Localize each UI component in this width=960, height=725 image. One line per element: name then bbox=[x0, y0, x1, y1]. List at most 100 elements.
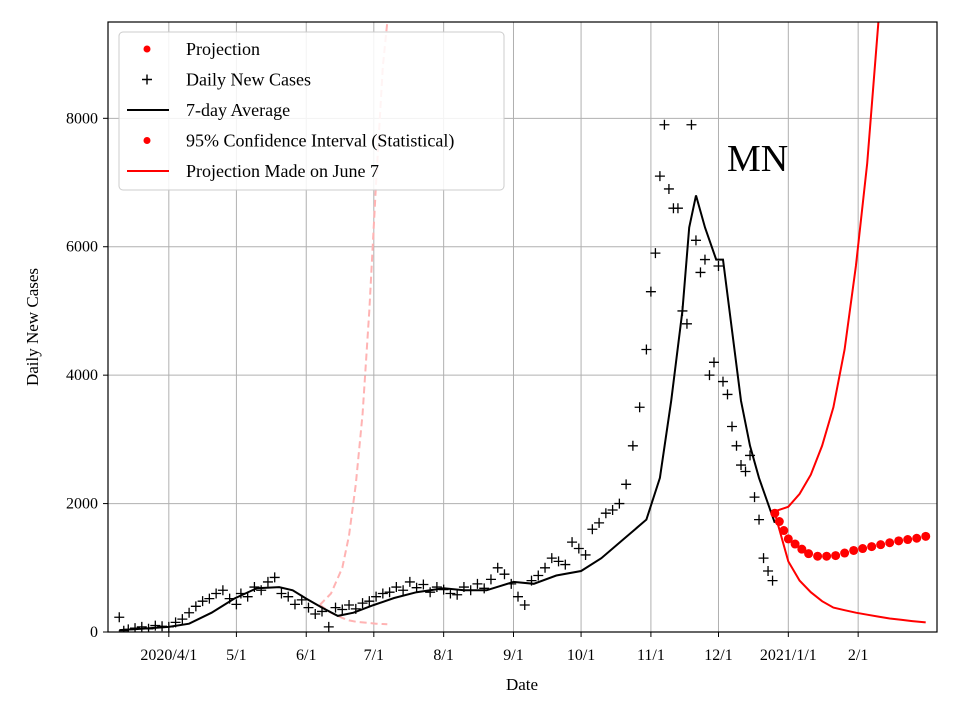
y-tick-label: 2000 bbox=[66, 496, 98, 513]
daily-case-marker bbox=[114, 612, 125, 623]
daily-case-marker bbox=[371, 591, 382, 602]
projection-dot bbox=[840, 548, 850, 558]
daily-case-marker bbox=[479, 583, 490, 594]
x-tick-label: 10/1 bbox=[567, 647, 595, 664]
y-tick-label: 0 bbox=[90, 624, 98, 641]
daily-case-marker bbox=[404, 576, 415, 587]
daily-case-marker bbox=[217, 585, 228, 596]
daily-case-marker bbox=[627, 440, 638, 451]
daily-case-marker bbox=[594, 517, 605, 528]
daily-case-marker bbox=[533, 570, 544, 581]
legend-label: Daily New Cases bbox=[186, 70, 311, 90]
ci-upper-line bbox=[774, 22, 880, 513]
daily-case-marker bbox=[713, 261, 724, 271]
daily-case-marker bbox=[136, 621, 147, 632]
y-axis-label: Daily New Cases bbox=[23, 268, 42, 386]
daily-case-marker bbox=[276, 588, 287, 599]
daily-case-marker bbox=[690, 235, 701, 246]
daily-case-marker bbox=[740, 466, 751, 477]
daily-case-marker bbox=[754, 514, 765, 525]
daily-case-marker bbox=[763, 566, 774, 576]
projection-dot bbox=[797, 544, 807, 554]
projection-dot bbox=[770, 508, 780, 518]
x-tick-label: 5/1 bbox=[226, 647, 246, 664]
y-tick-label: 6000 bbox=[66, 239, 98, 256]
daily-case-marker bbox=[418, 579, 429, 590]
legend-marker-plus bbox=[142, 74, 152, 85]
projection-dot bbox=[804, 549, 814, 559]
daily-case-marker bbox=[289, 599, 300, 610]
projection-dot bbox=[849, 545, 859, 555]
x-tick-label: 2021/1/1 bbox=[760, 647, 817, 664]
x-axis-label: Date bbox=[506, 675, 538, 694]
projection-dot bbox=[790, 539, 800, 549]
projection-dot bbox=[903, 535, 913, 545]
daily-case-marker bbox=[445, 588, 456, 599]
daily-case-marker bbox=[425, 587, 436, 598]
daily-case-marker bbox=[767, 575, 778, 586]
daily-case-marker bbox=[391, 582, 402, 593]
state-label: MN bbox=[727, 138, 788, 180]
daily-case-marker bbox=[681, 318, 692, 329]
daily-case-marker bbox=[663, 183, 674, 194]
daily-case-marker bbox=[553, 556, 564, 567]
daily-case-marker bbox=[659, 119, 670, 130]
ci-lower-line bbox=[773, 512, 926, 624]
projection-dot bbox=[831, 551, 841, 561]
daily-case-marker bbox=[190, 601, 201, 612]
daily-case-marker bbox=[727, 421, 738, 432]
daily-case-marker bbox=[398, 585, 409, 596]
projection-dot bbox=[867, 542, 877, 552]
daily-case-marker bbox=[431, 582, 442, 593]
seven-day-average-line bbox=[119, 195, 776, 632]
daily-case-marker bbox=[654, 171, 665, 182]
legend: Projection Daily New Cases 7-day Average 95… bbox=[118, 31, 505, 191]
daily-case-marker bbox=[614, 498, 625, 509]
daily-case-marker bbox=[364, 596, 375, 607]
daily-case-marker bbox=[262, 576, 273, 587]
daily-case-marker bbox=[485, 574, 496, 585]
x-tick-label: 11/1 bbox=[637, 647, 665, 664]
daily-case-marker bbox=[283, 591, 294, 602]
data-layer bbox=[114, 22, 931, 632]
daily-case-marker bbox=[472, 578, 483, 589]
daily-case-marker bbox=[621, 479, 632, 490]
daily-case-marker bbox=[722, 389, 733, 400]
daily-case-marker bbox=[377, 588, 388, 599]
daily-case-marker bbox=[357, 598, 368, 609]
daily-case-marker bbox=[231, 599, 242, 610]
daily-case-marker bbox=[708, 357, 719, 368]
daily-case-marker bbox=[717, 376, 728, 387]
daily-case-marker bbox=[600, 508, 611, 519]
projection-dot bbox=[783, 534, 793, 544]
x-tick-label: 2020/4/1 bbox=[140, 647, 197, 664]
x-tick-label: 9/1 bbox=[503, 647, 523, 664]
daily-case-marker bbox=[567, 537, 578, 548]
daily-case-marker bbox=[204, 593, 215, 604]
daily-case-marker bbox=[330, 602, 341, 613]
daily-case-marker bbox=[540, 562, 551, 573]
daily-case-marker bbox=[452, 589, 463, 600]
x-tick-label: 12/1 bbox=[704, 647, 732, 664]
projection-dot bbox=[858, 544, 868, 554]
legend-label: 95% Confidence Interval (Statistical) bbox=[186, 131, 454, 152]
daily-case-marker bbox=[672, 203, 683, 214]
projection-dot bbox=[921, 531, 931, 541]
legend-items: Projection Daily New Cases 7-day Average 95… bbox=[127, 39, 454, 181]
legend-marker-dot bbox=[143, 45, 151, 53]
daily-case-marker bbox=[641, 344, 652, 355]
legend-label: 7-day Average bbox=[186, 100, 290, 120]
daily-case-marker bbox=[184, 607, 195, 618]
plot-frame bbox=[107, 21, 938, 633]
daily-case-marker bbox=[695, 267, 706, 278]
projection-dot bbox=[813, 551, 823, 561]
daily-case-marker bbox=[699, 254, 710, 265]
daily-case-marker bbox=[580, 549, 591, 560]
daily-case-marker bbox=[269, 572, 280, 583]
daily-case-marker bbox=[634, 402, 645, 413]
daily-case-marker bbox=[573, 543, 584, 554]
daily-case-marker bbox=[499, 569, 510, 580]
legend-marker-dot bbox=[143, 137, 151, 144]
daily-case-marker bbox=[337, 604, 348, 615]
daily-case-marker bbox=[758, 553, 769, 564]
